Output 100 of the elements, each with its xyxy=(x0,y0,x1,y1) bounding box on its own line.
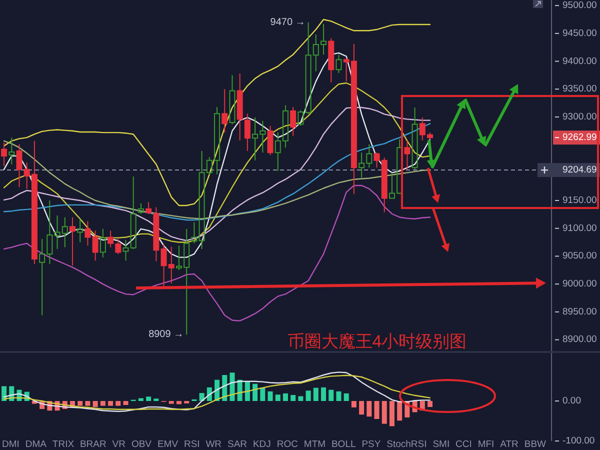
bar xyxy=(282,393,288,401)
candlestick xyxy=(267,125,274,156)
text: CCI xyxy=(456,439,472,450)
bar xyxy=(268,391,273,401)
y-tick-label: 9150.00 xyxy=(562,195,597,206)
annotation: StochRSI xyxy=(386,439,427,450)
annotation: TRIX xyxy=(52,439,75,450)
candlestick xyxy=(328,38,334,83)
bar xyxy=(199,393,204,401)
candlestick xyxy=(290,106,296,136)
line-series xyxy=(3,18,431,206)
text: ATR xyxy=(500,439,519,450)
bar xyxy=(123,401,128,405)
text: BBW xyxy=(524,439,546,450)
annotation: WR xyxy=(206,439,222,450)
annotation: RSI xyxy=(184,439,200,450)
bar xyxy=(313,388,318,401)
candlestick xyxy=(229,74,236,125)
candlestick xyxy=(92,230,98,262)
candlestick xyxy=(84,220,91,246)
y-tick-label: -100.00 xyxy=(562,436,595,446)
annotation: SMI xyxy=(432,439,450,450)
y-tick-label: 9400.00 xyxy=(562,56,597,67)
annotation: EMV xyxy=(157,439,179,450)
bar xyxy=(176,401,182,404)
line-series xyxy=(3,123,431,221)
y-tick-label: 9100.00 xyxy=(562,222,597,234)
annotation: BRAR xyxy=(80,439,107,450)
candlestick xyxy=(1,142,8,166)
bar xyxy=(168,401,174,404)
bar xyxy=(138,398,144,401)
ref-line-label: 9204.69 xyxy=(562,164,597,176)
y-tick-label: 9000.00 xyxy=(562,278,597,290)
bar xyxy=(230,372,235,401)
bar xyxy=(351,401,356,408)
candlestick xyxy=(412,106,418,170)
annotation: BOLL xyxy=(331,439,356,450)
annotation: SAR xyxy=(227,439,248,450)
candlestick xyxy=(298,110,304,126)
bar xyxy=(85,401,90,406)
bar xyxy=(389,401,394,426)
candlestick xyxy=(100,228,106,258)
annotation: ROC xyxy=(276,439,298,450)
bar xyxy=(290,395,296,401)
bar xyxy=(374,401,380,419)
bar xyxy=(344,393,349,401)
annotation: KDJ xyxy=(252,439,272,450)
bar xyxy=(397,401,402,421)
annotation: VR xyxy=(112,439,126,450)
bar xyxy=(275,394,280,401)
y-tick-label: 9350.00 xyxy=(562,84,597,95)
bar xyxy=(244,381,250,401)
bar xyxy=(321,387,326,401)
bar xyxy=(366,401,372,417)
bar xyxy=(146,396,152,401)
annotation: DMI xyxy=(2,439,20,450)
bar xyxy=(298,396,304,401)
line-series xyxy=(3,106,431,242)
candlestick xyxy=(138,202,144,214)
annotation: OBV xyxy=(131,439,152,450)
bar xyxy=(306,390,311,401)
bar xyxy=(382,401,387,424)
candlestick xyxy=(222,88,228,134)
bar xyxy=(78,401,83,406)
y-tick-label: 9300.00 xyxy=(562,111,597,122)
annotation: 9470 → xyxy=(270,16,306,28)
bar xyxy=(116,401,121,406)
candlestick xyxy=(69,216,76,266)
candlestick xyxy=(77,218,84,243)
bar xyxy=(260,388,266,401)
line-series xyxy=(3,184,431,322)
y-tick-label: 9450.00 xyxy=(562,28,597,39)
annotation: DMA xyxy=(25,439,48,450)
bar xyxy=(428,401,433,407)
y-tick-label: 9050.00 xyxy=(562,250,597,262)
text: MFI xyxy=(478,439,494,450)
y-tick-label: 8900.00 xyxy=(562,334,597,346)
bar xyxy=(100,401,106,406)
annotation: 币圈大魔王4小时级别图 xyxy=(287,332,467,351)
candlestick xyxy=(236,73,243,141)
bar xyxy=(336,391,342,401)
bar xyxy=(108,401,114,406)
y-tick-label: 8950.00 xyxy=(562,306,597,318)
annotation: PSY xyxy=(362,439,382,450)
candlestick xyxy=(122,240,129,262)
candlestick xyxy=(130,176,136,250)
y-tick-label: 9500.00 xyxy=(562,0,597,12)
candlestick xyxy=(244,113,250,152)
candlestick xyxy=(404,140,410,170)
bar xyxy=(252,384,258,401)
annotation: MTM xyxy=(304,439,326,450)
y-tick-label: 0.00 xyxy=(562,396,581,406)
annotation: 8909 → xyxy=(148,329,184,340)
bar xyxy=(328,390,334,401)
bar xyxy=(222,375,228,401)
candlestick xyxy=(191,222,198,244)
bar xyxy=(359,401,364,415)
bar xyxy=(92,401,98,407)
bar xyxy=(2,386,7,401)
candlestick xyxy=(336,54,342,74)
